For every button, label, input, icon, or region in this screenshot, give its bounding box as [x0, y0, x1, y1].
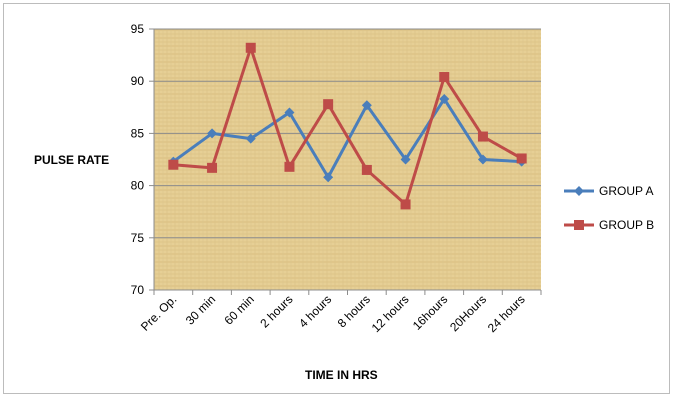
- data-point-group-b: [323, 99, 334, 110]
- data-point-group-a: [439, 93, 450, 104]
- series-line-group-a: [172, 97, 522, 179]
- y-tick-label: 85: [131, 126, 145, 140]
- x-tick-label: 24 hours: [485, 292, 528, 335]
- data-point-group-a: [477, 154, 488, 165]
- data-point-group-a: [323, 172, 334, 183]
- data-point-group-a: [245, 133, 256, 144]
- data-point-group-b: [439, 72, 450, 83]
- x-tick-label: Pre. Op.: [138, 292, 179, 333]
- data-point-group-b: [516, 153, 527, 164]
- data-point-group-b: [284, 161, 295, 172]
- series: [168, 42, 527, 210]
- chart-frame: 70 75 80 85 90 95 Pre. Op. 30 min 60 min 2 hours…: [3, 3, 670, 394]
- data-point-group-b: [168, 159, 179, 170]
- y-tick-label: 70: [131, 283, 145, 297]
- x-axis-label: TIME IN HRS: [305, 368, 378, 382]
- x-tick-label: 60 min: [221, 292, 256, 327]
- series-line-group-b: [173, 46, 523, 206]
- x-tick-labels: Pre. Op. 30 min 60 min 2 hours 4 hours 8 hour…: [138, 292, 528, 335]
- line-chart: 70 75 80 85 90 95 Pre. Op. 30 min 60 min 2 hours…: [34, 22, 654, 382]
- legend-marker-group-a: [574, 186, 584, 196]
- x-tick-label: 4 hours: [296, 292, 334, 330]
- legend: GROUP A GROUP B: [564, 184, 654, 232]
- data-point-group-a: [284, 107, 295, 118]
- data-point-group-a: [207, 128, 218, 139]
- y-tick-label: 75: [131, 231, 145, 245]
- x-tick-label: 2 hours: [257, 292, 295, 330]
- legend-label-group-a: GROUP A: [599, 184, 653, 198]
- x-tick-label: 12 hours: [369, 292, 412, 335]
- data-point-group-b: [245, 42, 256, 53]
- y-axis-label: PULSE RATE: [34, 153, 109, 167]
- data-point-group-a: [361, 100, 372, 111]
- y-tick-label: 80: [131, 179, 145, 193]
- data-point-group-b: [477, 131, 488, 142]
- x-tick-label: 30 min: [183, 292, 218, 327]
- data-point-group-b: [400, 199, 411, 210]
- data-point-group-b: [361, 164, 372, 175]
- axes: [149, 28, 542, 295]
- legend-marker-group-b: [574, 220, 584, 230]
- y-tick-labels: 70 75 80 85 90 95: [131, 22, 145, 297]
- legend-label-group-b: GROUP B: [599, 218, 654, 232]
- y-tick-label: 95: [131, 22, 145, 36]
- x-tick-label: 20Hours: [447, 292, 489, 334]
- data-point-group-b: [207, 162, 218, 173]
- x-tick-label: 16hours: [410, 292, 451, 333]
- y-tick-label: 90: [131, 74, 145, 88]
- x-tick-label: 8 hours: [335, 292, 373, 330]
- plot-area: [154, 29, 541, 290]
- data-point-group-a: [400, 154, 411, 165]
